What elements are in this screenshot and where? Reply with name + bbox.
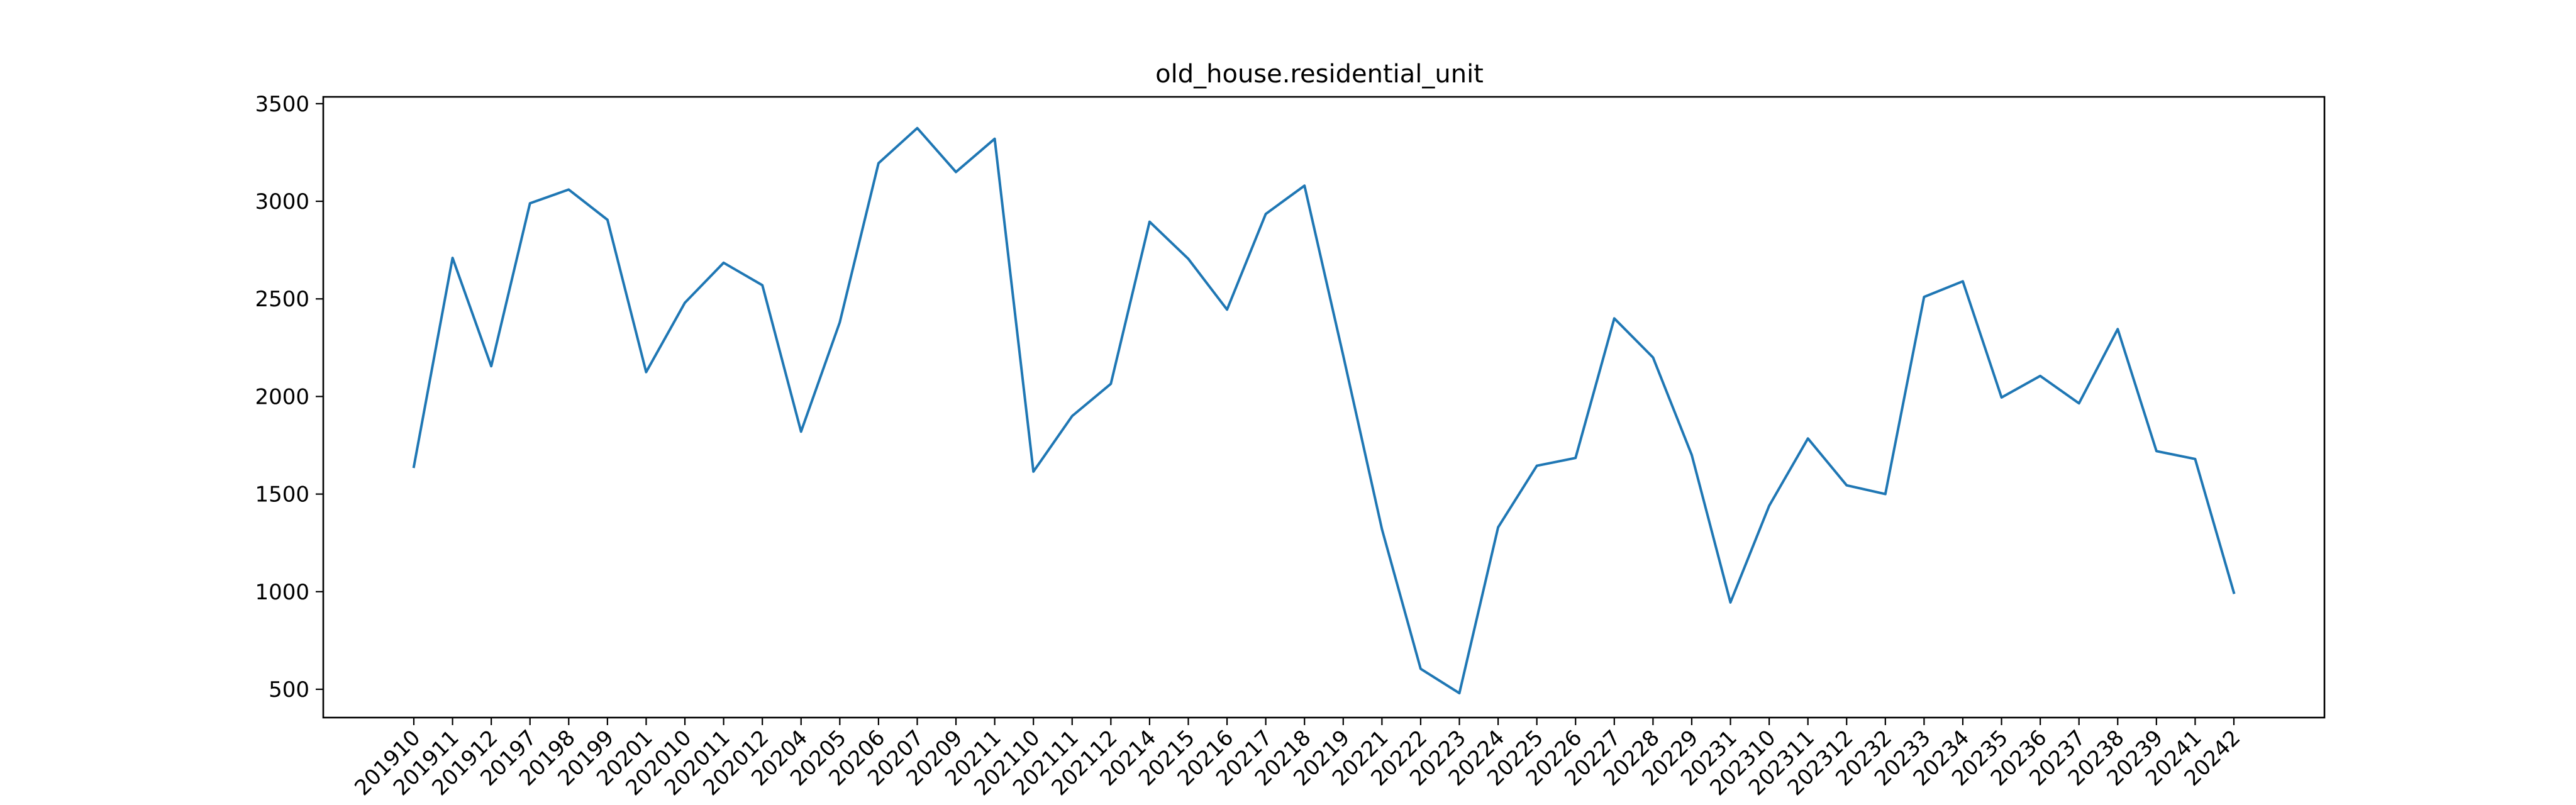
- y-tick-label: 500: [269, 677, 309, 702]
- x-axis: 2019102019112019122019720198201992020120…: [350, 718, 2245, 801]
- y-tick-label: 1500: [255, 482, 309, 508]
- chart-title: old_house.residential_unit: [1155, 60, 1484, 89]
- plot-frame: [322, 96, 2326, 719]
- y-tick-label: 3000: [255, 189, 309, 214]
- y-tick-label: 2000: [255, 384, 309, 409]
- y-tick-label: 1000: [255, 580, 309, 605]
- y-tick-label: 3500: [255, 92, 309, 117]
- y-axis: 500 1000 1500 2000 2500 3000 3500: [255, 92, 323, 702]
- series-line: [412, 126, 2236, 695]
- plot-series: [412, 126, 2236, 695]
- y-tick-label: 2500: [255, 287, 309, 312]
